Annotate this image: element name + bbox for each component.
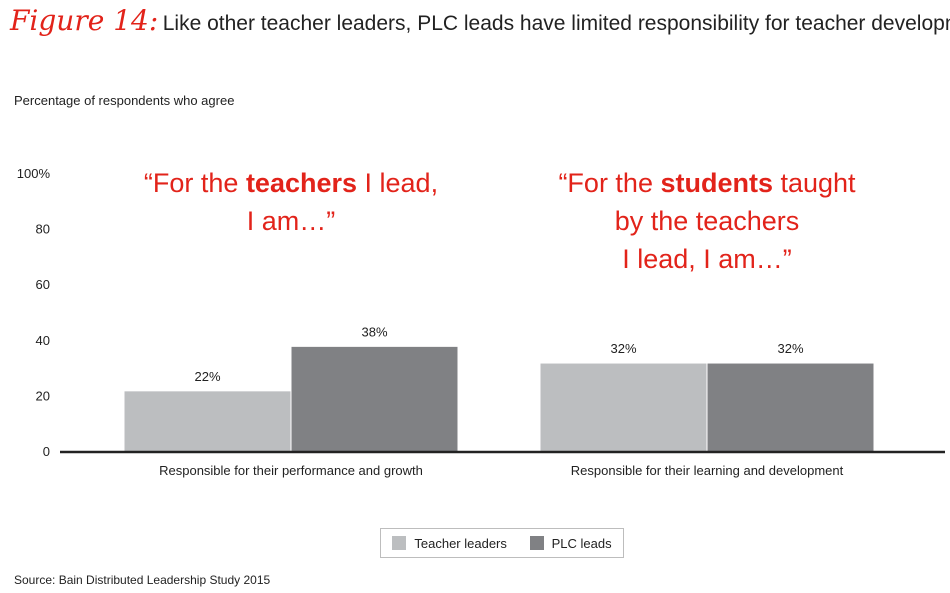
bar-chart: 0 20 40 60 80 100% 22% 38% Responsible for their… — [17, 166, 945, 478]
annotation-line: I am…” — [247, 206, 336, 236]
annotation-line: I lead, I am…” — [622, 244, 792, 274]
data-label: 32% — [610, 341, 636, 356]
data-label: 38% — [361, 324, 387, 339]
y-tick-label: 0 — [43, 444, 50, 459]
annotation-line: “For the teachers I lead, — [144, 168, 438, 198]
x-category-label: Responsible for their learning and devel… — [571, 463, 844, 478]
annotation-line: “For the students taught — [558, 168, 856, 198]
legend: Teacher leaders PLC leads — [380, 528, 624, 558]
legend-item-plc-leads: PLC leads — [529, 535, 612, 551]
data-label: 22% — [194, 369, 220, 384]
y-tick-label: 80 — [36, 222, 50, 237]
data-label: 32% — [777, 341, 803, 356]
figure-title: Like other teacher leaders, PLC leads ha… — [162, 12, 950, 35]
bar-teacher-leaders — [539, 362, 708, 453]
legend-label-plc-leads: PLC leads — [551, 535, 612, 551]
bar-plc-leads — [290, 345, 459, 453]
y-tick-label: 20 — [36, 388, 50, 403]
figure-label: Figure 14: — [10, 4, 159, 37]
y-tick-label: 40 — [36, 333, 50, 348]
bar-plc-leads — [706, 362, 875, 453]
figure-heading: Figure 14: Like other teacher leaders, P… — [10, 4, 950, 37]
y-tick-label: 60 — [36, 277, 50, 292]
y-tick-label: 100% — [17, 166, 51, 181]
legend-label-teacher-leaders: Teacher leaders — [414, 535, 507, 551]
chart-subtitle: Percentage of respondents who agree — [14, 93, 235, 108]
annotation-line: by the teachers — [615, 206, 800, 236]
x-category-label: Responsible for their performance and gr… — [159, 463, 423, 478]
source-note: Source: Bain Distributed Leadership Stud… — [14, 573, 271, 587]
legend-swatch-plc-leads — [529, 536, 544, 550]
legend-item-teacher-leaders: Teacher leaders — [392, 536, 507, 551]
bar-teacher-leaders — [123, 390, 292, 453]
legend-swatch-teacher-leaders — [392, 536, 407, 550]
